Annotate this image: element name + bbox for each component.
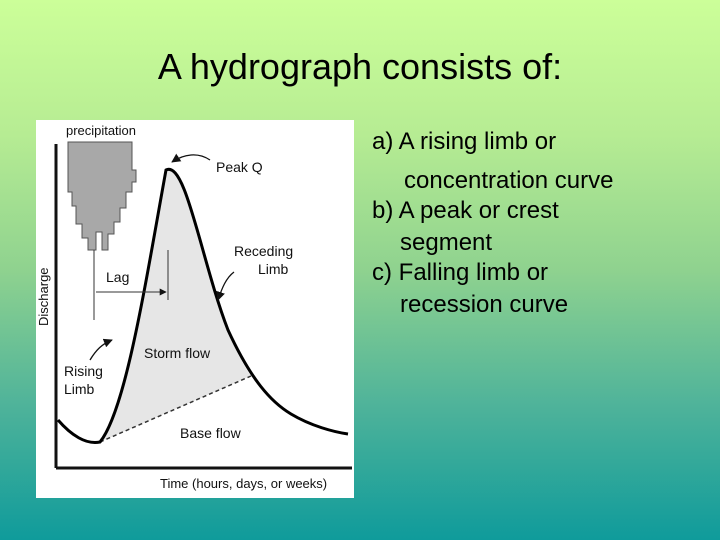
bullet-list: a) A rising limb or concentration curve … (372, 130, 712, 323)
precipitation-bars (67, 141, 137, 251)
receding-limb-label-2: Limb (258, 261, 289, 277)
discharge-axis-label: Discharge (36, 267, 51, 326)
lag-label: Lag (106, 269, 129, 285)
receding-limb-label: Receding (234, 243, 293, 259)
bullet-text-continued: recession curve (400, 291, 569, 318)
rising-limb-arrow (89, 338, 113, 361)
slide-title: A hydrograph consists of: (157, 46, 563, 87)
peak-q-arrow (171, 153, 211, 163)
bullet-item: c) Falling limb or recession curve (372, 261, 712, 317)
rising-limb-label: Rising (64, 363, 103, 379)
hydrograph-diagram: precipitation Peak Q Receding Limb Lag D… (36, 123, 352, 491)
peak-q-label: Peak Q (216, 159, 263, 175)
bullet-text-continued: concentration curve (404, 167, 614, 194)
receding-limb-arrow (216, 271, 235, 301)
bullet-item: a) A rising limb or concentration curve (372, 130, 712, 193)
precipitation-label: precipitation (66, 123, 136, 138)
hydrograph-figure: precipitation Peak Q Receding Limb Lag D… (36, 120, 354, 498)
bullet-text: c) Falling limb or (372, 259, 549, 286)
bullet-text: a) A rising limb or (372, 128, 557, 155)
storm-flow-label: Storm flow (144, 345, 211, 361)
hydrograph-curve (56, 167, 349, 445)
storm-flow-area (100, 169, 251, 442)
base-flow-label: Base flow (180, 425, 242, 441)
bullet-text: b) A peak or crest (372, 197, 559, 224)
time-axis-label: Time (hours, days, or weeks) (160, 476, 327, 491)
bullet-text-continued: segment (400, 229, 493, 256)
bullet-item: b) A peak or crest segment (372, 199, 712, 255)
rising-limb-label-2: Limb (64, 381, 95, 397)
